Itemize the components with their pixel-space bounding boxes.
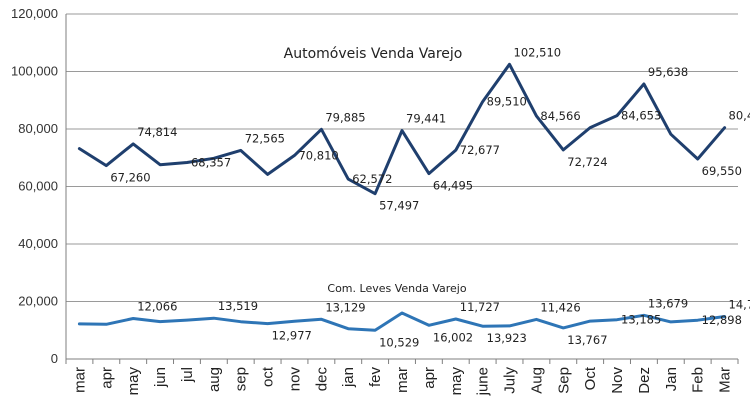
data-label: 62,572	[352, 172, 392, 186]
data-label: 12,898	[702, 313, 742, 327]
data-label: 72,724	[567, 155, 607, 169]
x-tick-label: june	[475, 367, 492, 396]
data-label: 12,977	[272, 329, 312, 343]
data-label: 84,566	[540, 109, 580, 123]
x-tick-label: dec	[313, 367, 330, 392]
x-tick-label: aug	[206, 367, 223, 392]
data-label: 13,129	[325, 300, 365, 314]
x-tick-label: Jan	[663, 367, 680, 391]
x-tick-label: jan	[340, 367, 357, 388]
data-label: 102,510	[514, 45, 562, 59]
x-tick-label: nov	[286, 367, 303, 392]
data-label: 72,565	[245, 131, 285, 145]
series-title-com-leves: Com. Leves Venda Varejo	[327, 282, 466, 295]
data-label: 70,810	[298, 148, 338, 162]
data-label: 74,814	[137, 125, 177, 139]
x-tick-label: mar	[71, 367, 88, 393]
x-tick-label: Mar	[717, 367, 734, 393]
x-tick-label: jun	[152, 367, 169, 388]
y-tick-label: 80,000	[18, 121, 58, 136]
x-axis-ticks: mar apr may jun jul aug sep oct nov dec jan fev mar a…	[65, 359, 739, 396]
y-tick-label: 100,000	[11, 64, 58, 79]
x-tick-label: Nov	[609, 367, 626, 394]
data-label: 64,495	[433, 179, 473, 193]
data-label: 13,679	[648, 296, 688, 310]
data-label: 14,772	[729, 298, 750, 312]
data-label: 72,677	[460, 143, 500, 157]
y-tick-label: 60,000	[18, 179, 58, 194]
series-line-0	[77, 62, 727, 196]
data-label: 79,885	[325, 110, 365, 124]
data-label: 80,444	[729, 109, 750, 123]
y-tick-label: 40,000	[18, 236, 58, 251]
x-tick-label: jul	[179, 367, 196, 383]
data-label: 69,550	[702, 164, 742, 178]
y-tick-label: 120,000	[11, 6, 58, 21]
data-label: 12,066	[137, 299, 177, 313]
y-tick-label: 20,000	[18, 294, 58, 309]
data-label: 57,497	[379, 199, 419, 213]
data-label: 13,767	[567, 333, 607, 347]
data-label: 13,185	[621, 313, 661, 327]
x-tick-label: oct	[260, 366, 277, 387]
data-label: 11,727	[460, 300, 500, 314]
series-title-automoveis: Automóveis Venda Varejo	[284, 46, 463, 62]
data-label: 67,260	[110, 171, 150, 185]
x-tick-label: mar	[394, 367, 411, 393]
x-tick-label: apr	[421, 367, 438, 389]
x-tick-label: may	[448, 367, 465, 396]
x-tick-label: Sep	[555, 367, 572, 394]
data-label: 10,529	[379, 335, 419, 349]
x-tick-label: Oct	[582, 366, 599, 390]
x-tick-label: sep	[233, 367, 250, 391]
x-tick-label: Dez	[636, 367, 653, 394]
x-tick-label: apr	[98, 367, 115, 389]
data-label: 89,510	[487, 95, 527, 109]
data-label: 68,357	[191, 155, 231, 169]
data-label: 13,923	[487, 331, 527, 345]
x-tick-label: Feb	[690, 367, 707, 393]
gridlines	[65, 13, 738, 360]
series-lines	[77, 62, 727, 332]
x-tick-label: Aug	[528, 367, 545, 394]
data-label: 84,653	[621, 109, 661, 123]
data-label: 11,426	[540, 300, 580, 314]
x-tick-label: may	[125, 367, 142, 396]
data-label: 95,638	[648, 65, 688, 79]
y-tick-label: 0	[51, 351, 58, 366]
x-tick-label: July	[502, 367, 519, 394]
y-axis-ticks: 0 20,000 40,000 60,000 80,000 100,000 120,000	[11, 6, 58, 366]
data-label: 13,519	[218, 299, 258, 313]
data-labels: 67,260 74,814 68,357 72,565 70,810 79,885 62,5…	[110, 45, 750, 349]
data-label: 16,002	[433, 330, 473, 344]
series-line-1	[77, 311, 727, 332]
x-tick-label: fev	[367, 367, 384, 388]
data-label: 79,441	[406, 112, 446, 126]
